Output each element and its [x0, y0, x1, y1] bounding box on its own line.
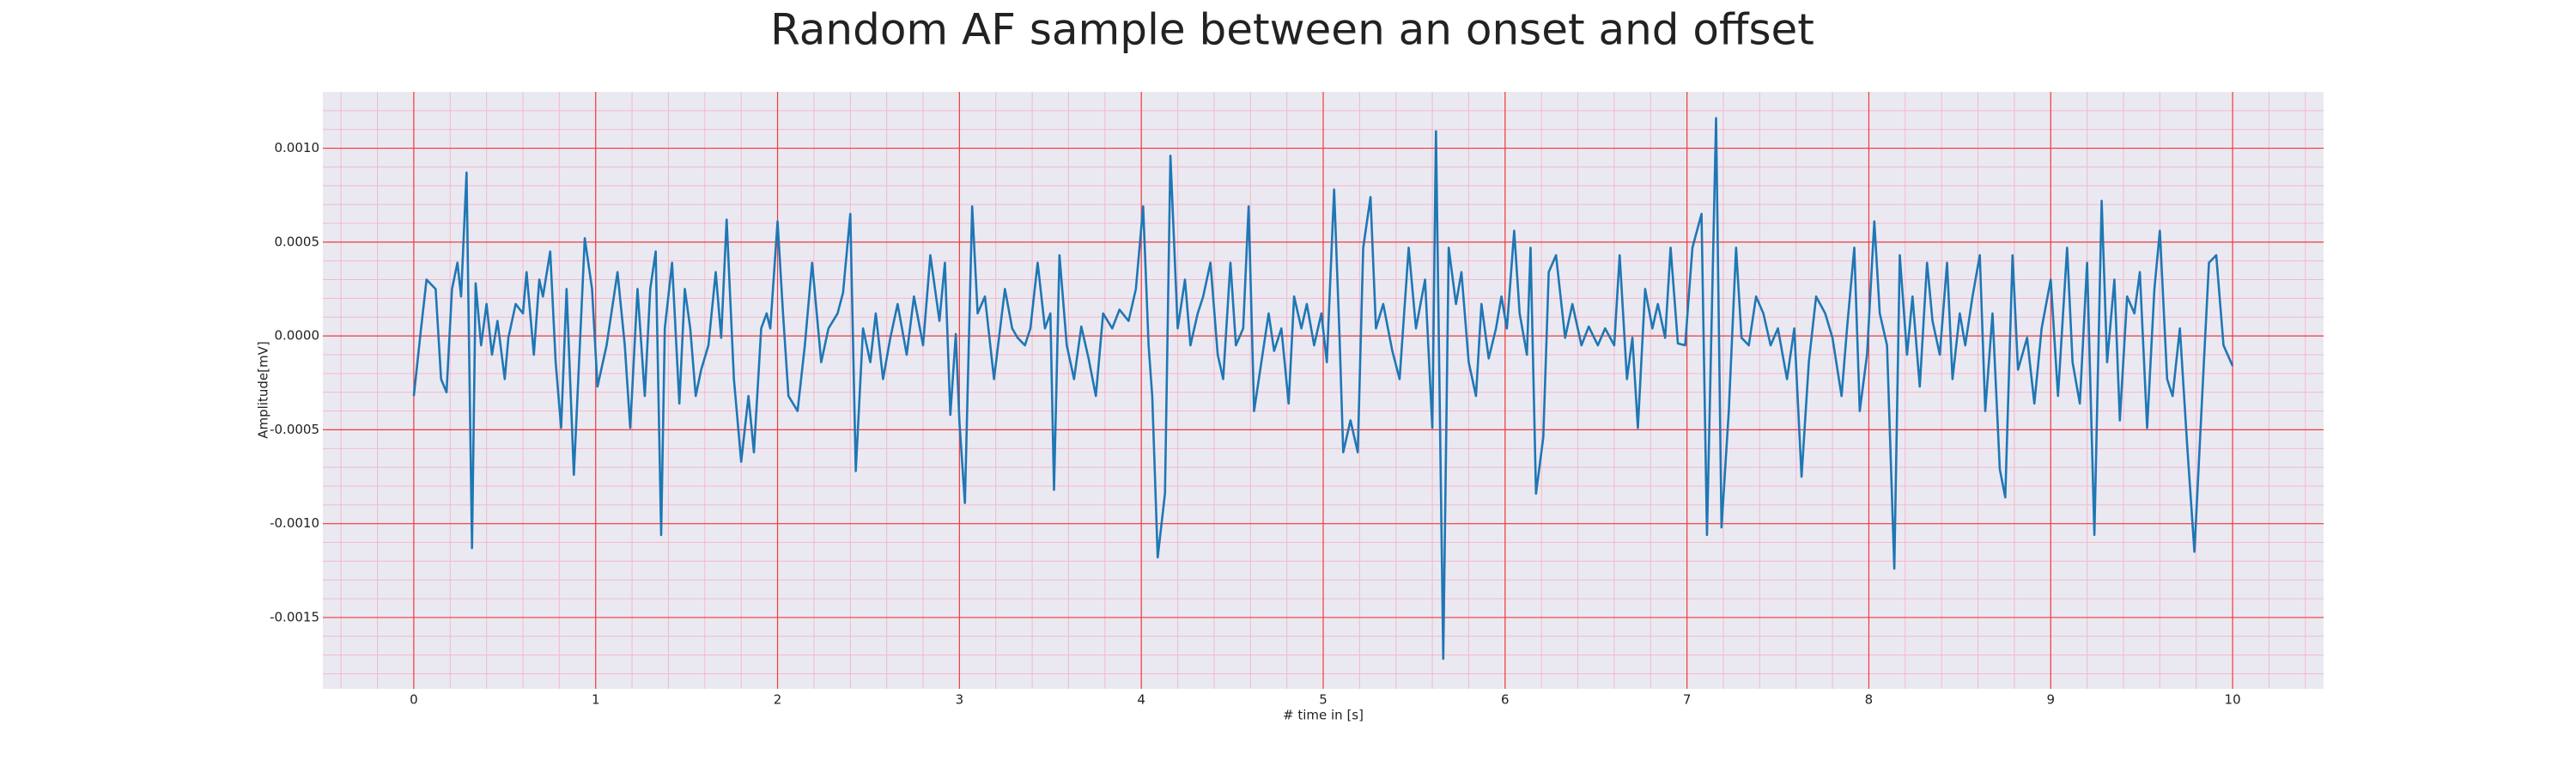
x-tick-label: 5 [1319, 692, 1327, 708]
x-tick-label: 8 [1865, 692, 1874, 708]
signal-line [412, 117, 2234, 660]
y-axis-label: Amplitude[mV] [256, 341, 271, 438]
x-tick-label: 0 [410, 692, 418, 708]
x-tick-label: 3 [956, 692, 964, 708]
x-tick-label: 7 [1683, 692, 1692, 708]
x-tick-label: 2 [774, 692, 782, 708]
chart-title: Random AF sample between an onset and of… [770, 5, 1814, 55]
y-tick-label: 0.0000 [275, 328, 320, 344]
x-tick-label: 6 [1501, 692, 1510, 708]
y-tick-label: 0.0010 [275, 140, 320, 155]
y-tick-label: 0.0005 [275, 234, 320, 249]
x-tick-label: 10 [2225, 692, 2241, 708]
x-tick-label: 9 [2046, 692, 2055, 708]
x-axis-label: # time in [s] [1283, 708, 1364, 723]
y-tick-label: -0.0015 [270, 609, 319, 624]
x-tick-label: 1 [592, 692, 600, 708]
x-tick-label: 4 [1137, 692, 1145, 708]
y-tick-label: -0.0010 [270, 515, 319, 531]
y-tick-label: -0.0005 [270, 422, 319, 437]
